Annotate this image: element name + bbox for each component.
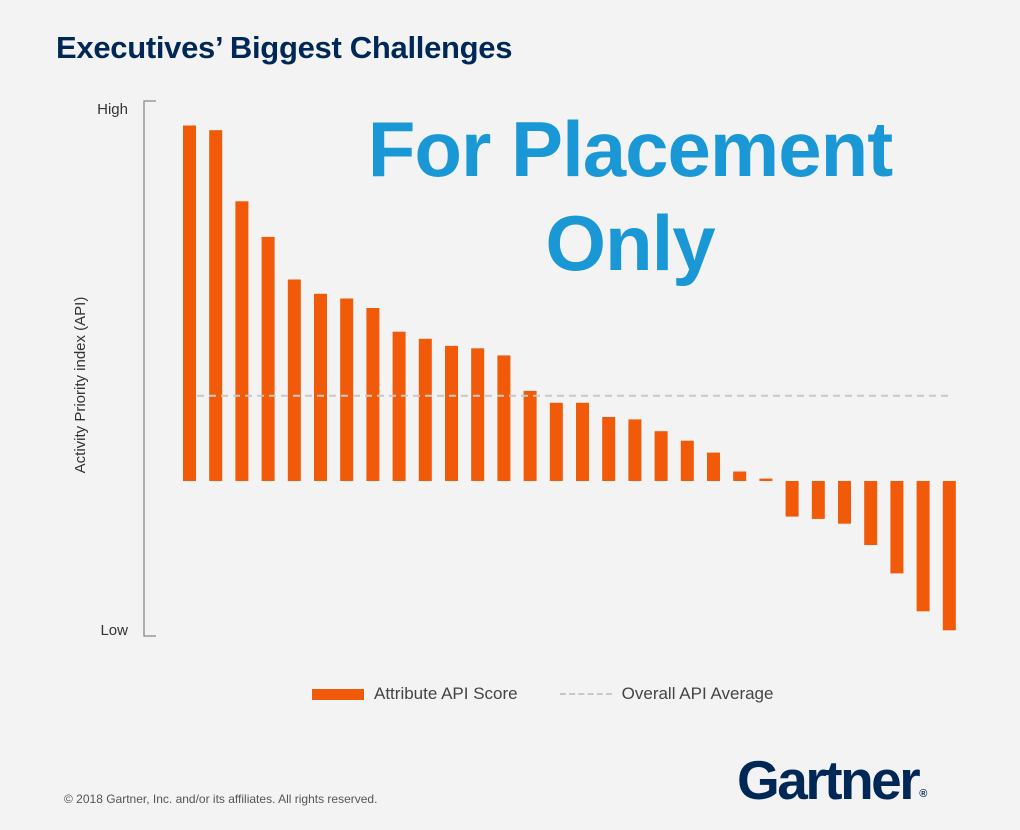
bar-10 <box>418 338 432 481</box>
bar-23 <box>759 478 773 481</box>
legend-average-swatch <box>559 693 612 695</box>
y-tick-high: High <box>97 101 128 118</box>
copyright-footer: © 2018 Gartner, Inc. and/or its affiliat… <box>64 792 378 806</box>
legend-average-label: Overall API Average <box>621 684 774 703</box>
bar-17 <box>602 417 616 481</box>
legend-series-label: Attribute API Score <box>374 684 518 703</box>
bar-3 <box>235 201 249 482</box>
registered-mark: ® <box>919 788 928 800</box>
bar-21 <box>707 452 720 481</box>
bar-13 <box>497 355 511 481</box>
bar-2 <box>209 130 223 481</box>
bar-25 <box>811 481 825 519</box>
bar-8 <box>366 308 380 481</box>
chart-title: Executives’ Biggest Challenges <box>56 30 513 65</box>
bar-11 <box>445 345 458 481</box>
gartner-logo: Gartner® <box>737 748 927 812</box>
y-axis-bracket <box>143 100 156 637</box>
bar-26 <box>838 481 851 524</box>
placement-watermark: For Placement Only <box>367 105 894 287</box>
bar-29 <box>916 481 930 612</box>
bar-9 <box>392 331 406 481</box>
bar-4 <box>261 236 275 481</box>
bar-24 <box>785 481 799 517</box>
bar-20 <box>680 440 694 481</box>
legend-bar-swatch <box>312 688 364 700</box>
bar-30 <box>942 481 956 631</box>
bar-5 <box>287 279 301 481</box>
bar-1 <box>183 125 196 481</box>
bar-18 <box>628 419 642 481</box>
logo-text: Gartner <box>737 749 921 811</box>
bar-28 <box>890 481 904 574</box>
y-tick-low: Low <box>100 622 128 639</box>
bar-12 <box>471 348 485 481</box>
bar-16 <box>576 402 589 481</box>
bar-22 <box>733 471 747 481</box>
bar-15 <box>549 402 563 481</box>
legend: Attribute API Score Overall API Average <box>312 684 773 704</box>
bar-6 <box>314 293 327 481</box>
bar-27 <box>864 481 878 545</box>
bar-14 <box>523 390 537 481</box>
bar-7 <box>340 298 354 481</box>
bar-19 <box>654 431 668 481</box>
y-axis-label: Activity Priority index (API) <box>72 297 89 474</box>
